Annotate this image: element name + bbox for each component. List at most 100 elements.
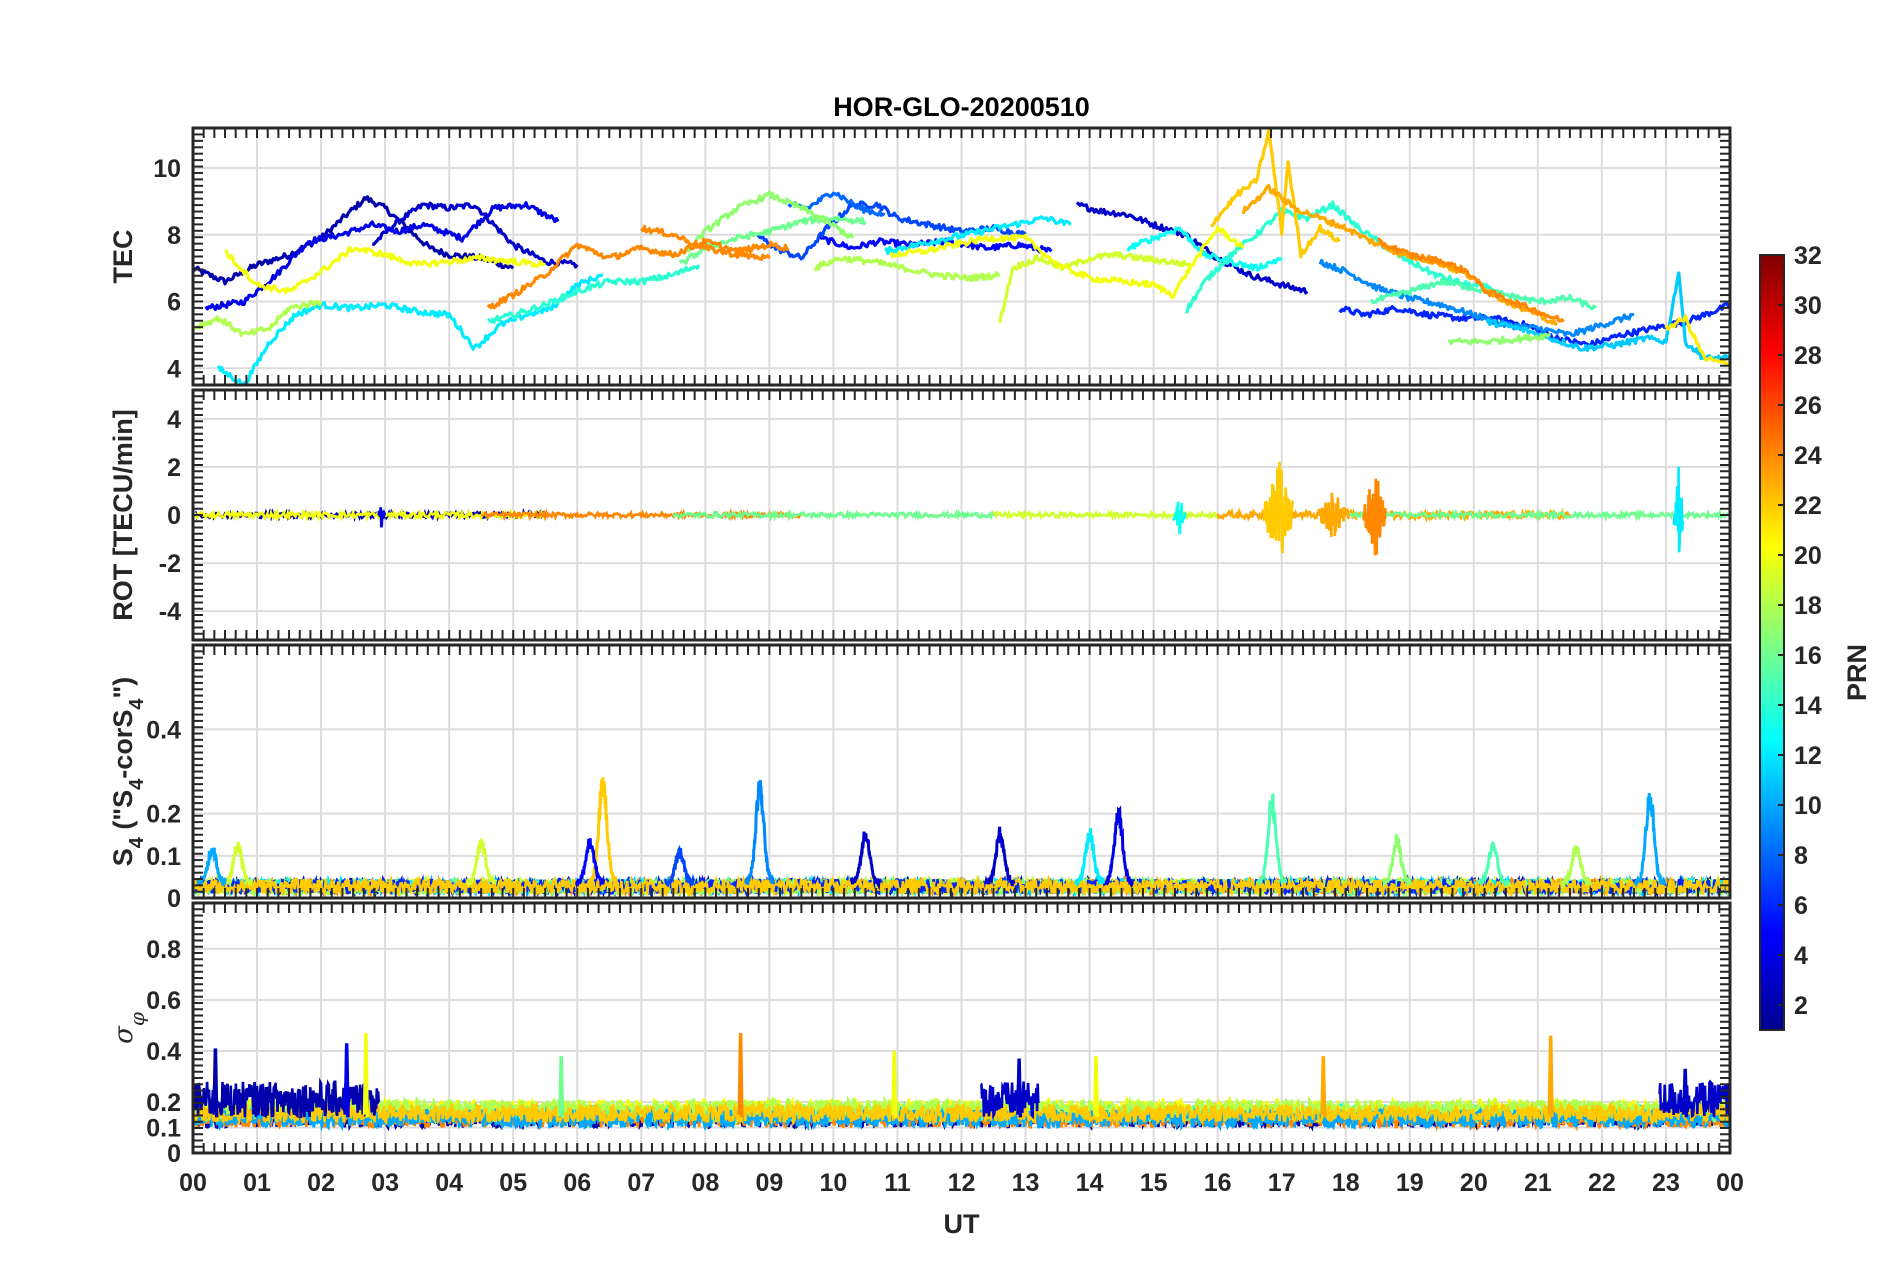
x-tick-label: 13 bbox=[1012, 1169, 1040, 1197]
colorbar-tick-label: 2 bbox=[1794, 992, 1808, 1020]
plot-frame bbox=[191, 901, 1732, 1155]
sigma-spike-prn-4 bbox=[343, 1043, 350, 1118]
x-tick-label: 09 bbox=[755, 1169, 783, 1197]
x-tick-label: 12 bbox=[948, 1169, 976, 1197]
colorbar-label: PRN bbox=[1842, 644, 1872, 701]
chart-title: HOR-GLO-20200510 bbox=[833, 92, 1090, 122]
y-tick-label: 0.2 bbox=[146, 801, 181, 829]
grid bbox=[192, 645, 1731, 899]
x-tick-label: 21 bbox=[1524, 1169, 1552, 1197]
tec-series-prn-13 bbox=[1126, 226, 1283, 272]
y-tick-label: 0 bbox=[167, 1140, 181, 1168]
frame-ticks bbox=[192, 127, 1731, 386]
x-tick-label: 20 bbox=[1460, 1169, 1488, 1197]
y-tick-label: -4 bbox=[159, 598, 181, 626]
tec-series-prn-21 bbox=[1664, 314, 1730, 367]
y-tick-label: 2 bbox=[167, 454, 181, 482]
y-tick-label: 0.6 bbox=[146, 987, 181, 1015]
s4-peak-prn-22 bbox=[587, 777, 619, 887]
s4-peak-prn-12 bbox=[1074, 828, 1105, 887]
x-tick-label: 19 bbox=[1396, 1169, 1424, 1197]
sigma-series-prn-22 bbox=[193, 1099, 1730, 1128]
rot-burst-prn-23 bbox=[1315, 492, 1350, 538]
plot-frame bbox=[191, 126, 1732, 387]
rot-burst-prn-12 bbox=[1672, 466, 1685, 553]
x-axis-label: UT bbox=[944, 1209, 980, 1239]
x-tick-label: 10 bbox=[820, 1169, 848, 1197]
tec-series-prn-18 bbox=[193, 299, 323, 337]
tec-series-prn-14 bbox=[487, 264, 701, 325]
s4-peak-prn-18 bbox=[1560, 845, 1592, 890]
series-group bbox=[193, 1033, 1730, 1133]
y-tick-label: 0.4 bbox=[146, 716, 181, 744]
s4-peak-prn-19 bbox=[466, 838, 497, 888]
y-tick-label: 4 bbox=[167, 406, 181, 434]
s4-peak-prn-15 bbox=[1477, 841, 1509, 889]
y-tick-label: -2 bbox=[159, 550, 181, 578]
x-tick-label: 05 bbox=[499, 1169, 527, 1197]
rot-series-prn-16 bbox=[672, 508, 995, 522]
x-tick-label: 03 bbox=[371, 1169, 399, 1197]
sigma-cluster-prn-3 bbox=[1658, 1079, 1730, 1119]
x-tick-label: 23 bbox=[1652, 1169, 1680, 1197]
y-tick-label: 0 bbox=[167, 885, 181, 913]
y-axis-label: TEC bbox=[108, 230, 138, 284]
x-axis: 00 01 02 03 04 05 06 07 08 09 10 11 12 13 14 15 16 17 18 19… bbox=[179, 1169, 1744, 1197]
s4-peak-prn-3 bbox=[984, 826, 1016, 887]
x-tick-label: 16 bbox=[1204, 1169, 1232, 1197]
y-tick-label: 0.1 bbox=[146, 1114, 181, 1142]
y-axis-label: S4 ("S4-corS4") bbox=[108, 677, 148, 867]
tec-series-prn-18 bbox=[813, 255, 1001, 283]
sigma-spike-prn-24 bbox=[737, 1033, 744, 1118]
y-tick-label: 4 bbox=[167, 355, 181, 383]
tec-series-prn-22 bbox=[1209, 128, 1341, 259]
sigma-spike-prn-20 bbox=[891, 1050, 898, 1118]
sigma-spike-prn-16 bbox=[558, 1056, 565, 1118]
panel-sigma_phi: 00.10.2 0.4 0.6 0.8 σφ bbox=[109, 901, 1732, 1168]
sigma-spike-prn-23 bbox=[1547, 1035, 1554, 1118]
colorbar-gradient bbox=[1759, 254, 1785, 1031]
tec-series-prn-11 bbox=[1485, 271, 1730, 363]
sigma-cluster-prn-3 bbox=[980, 1081, 1040, 1120]
s4-peak-prn-15 bbox=[1256, 793, 1288, 887]
x-tick-label: 15 bbox=[1140, 1169, 1168, 1197]
x-tick-label: 07 bbox=[627, 1169, 655, 1197]
panel-rot: -4 -2 0 2 4 ROT [TECU/min] bbox=[108, 388, 1732, 642]
frame-ticks bbox=[192, 902, 1731, 1154]
plot-frame bbox=[191, 388, 1732, 642]
series-group bbox=[193, 128, 1730, 385]
colorbar-tick-label: 18 bbox=[1794, 592, 1822, 620]
s4-peak-prn-4 bbox=[1102, 805, 1134, 889]
colorbar-tick-label: 10 bbox=[1794, 792, 1822, 820]
x-tick-label: 00 bbox=[179, 1169, 207, 1197]
tec-series-prn-24 bbox=[486, 237, 790, 310]
tec-series-prn-5 bbox=[819, 234, 1053, 254]
colorbar-tick-label: 32 bbox=[1794, 242, 1822, 270]
tec-series-prn-7 bbox=[755, 200, 1027, 261]
rot-burst-prn-24 bbox=[1362, 478, 1387, 556]
colorbar-tick-label: 12 bbox=[1794, 742, 1822, 770]
colorbar-tick-label: 14 bbox=[1794, 692, 1822, 720]
rot-burst-prn-22 bbox=[1262, 461, 1295, 554]
x-tick-label: 01 bbox=[243, 1169, 271, 1197]
tec-series-prn-24 bbox=[1376, 237, 1565, 323]
y-tick-label: 0.8 bbox=[146, 936, 181, 964]
colorbar-tick-label: 20 bbox=[1794, 542, 1822, 570]
rot-series-prn-16 bbox=[1344, 508, 1730, 522]
colorbar-tick-label: 8 bbox=[1794, 842, 1808, 870]
rot-burst-prn-13 bbox=[1171, 501, 1187, 535]
x-tick-label: 11 bbox=[884, 1169, 911, 1197]
x-tick-label: 14 bbox=[1076, 1169, 1104, 1197]
x-tick-label: 18 bbox=[1332, 1169, 1360, 1197]
tec-series-prn-19 bbox=[998, 251, 1194, 324]
frame-ticks bbox=[192, 644, 1731, 899]
s4-peak-prn-5 bbox=[574, 838, 606, 889]
sigma-spike-prn-20 bbox=[362, 1033, 369, 1118]
colorbar-tick-label: 26 bbox=[1794, 392, 1822, 420]
colorbar-tick-label: 22 bbox=[1794, 492, 1822, 520]
tec-series-prn-12 bbox=[884, 215, 1072, 256]
y-tick-label: 6 bbox=[167, 289, 181, 317]
y-tick-label: 8 bbox=[167, 222, 181, 250]
colorbar-tick-label: 30 bbox=[1794, 292, 1822, 320]
